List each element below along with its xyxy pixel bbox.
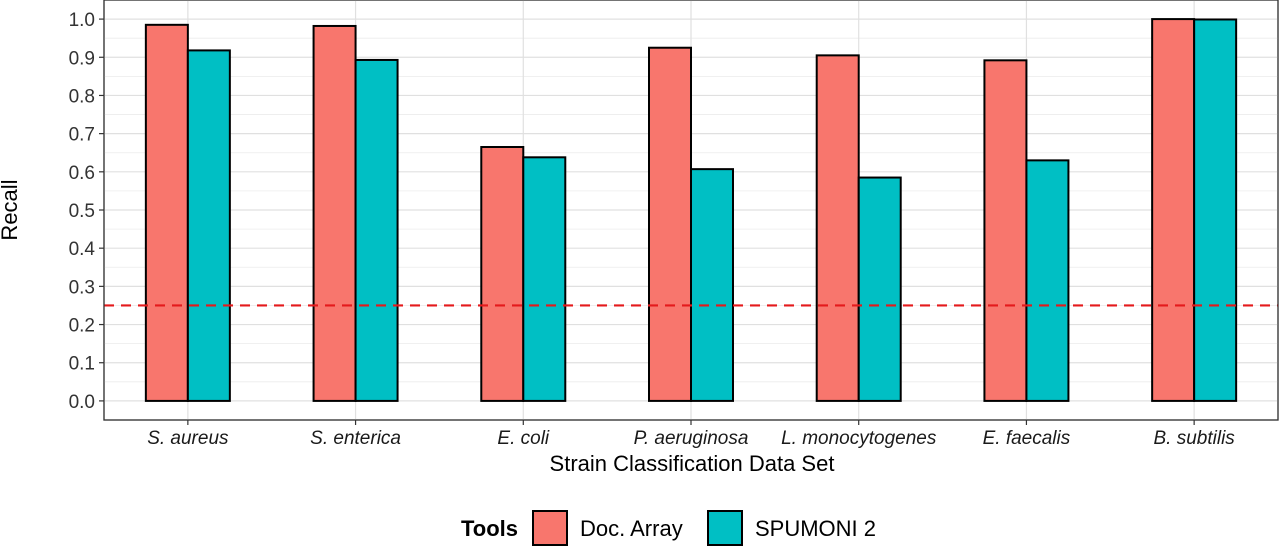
bar-doc-array-3 <box>648 46 692 402</box>
legend-label-spumoni2: SPUMONI 2 <box>755 516 876 541</box>
y-tick-label: 0.8 <box>69 86 95 107</box>
bar-spumoni2-2 <box>522 156 567 402</box>
bar-doc-array-6 <box>1151 18 1196 402</box>
y-axis-ticks: 0.0 0.1 0.2 0.3 0.4 0.5 0.6 0.7 0.8 0.9 1.0 <box>69 10 104 413</box>
bar-spumoni2-3 <box>690 168 734 402</box>
legend-key-spumoni2 <box>707 510 743 546</box>
x-tick-label: S. enterica <box>310 428 401 449</box>
x-axis-ticks: S. aureus S. enterica E. coli P. aeruginosa… <box>147 420 1235 449</box>
bar-doc-array-2 <box>480 146 525 402</box>
legend-key-doc-array <box>532 510 568 546</box>
bar-doc-array-5 <box>983 59 1028 402</box>
y-tick-label: 1.0 <box>69 10 95 31</box>
legend-title: Tools <box>461 516 518 541</box>
bar-spumoni2-4 <box>857 176 902 402</box>
y-tick-label: 0.1 <box>69 354 95 375</box>
y-tick-label: 0.4 <box>69 239 96 260</box>
legend: Tools Doc. Array SPUMONI 2 <box>461 510 876 546</box>
y-tick-label: 0.9 <box>69 48 95 69</box>
y-tick-label: 0.3 <box>69 277 95 298</box>
y-tick-label: 0.5 <box>69 201 95 222</box>
bars <box>144 18 1238 402</box>
x-tick-label: B. subtilis <box>1153 428 1235 449</box>
bar-doc-array-4 <box>815 54 860 402</box>
panel-border <box>103 0 1279 421</box>
legend-label-doc-array: Doc. Array <box>580 516 683 541</box>
bar-spumoni2-0 <box>186 49 231 402</box>
bar-spumoni2-1 <box>354 58 399 402</box>
y-tick-label: 0.0 <box>69 392 95 413</box>
y-tick-label: 0.7 <box>69 125 95 146</box>
bar-doc-array-0 <box>144 23 189 402</box>
y-tick-label: 0.6 <box>69 163 95 184</box>
x-tick-label: E. coli <box>497 428 550 449</box>
y-tick-label: 0.2 <box>69 316 95 337</box>
x-tick-label: P. aeruginosa <box>634 428 749 449</box>
bar-doc-array-1 <box>312 24 357 402</box>
x-tick-label: S. aureus <box>147 428 229 449</box>
x-tick-label: L. monocytogenes <box>781 428 937 449</box>
bar-spumoni2-5 <box>1025 159 1070 402</box>
x-tick-label: E. faecalis <box>983 428 1071 449</box>
x-axis-title: Strain Classification Data Set <box>550 451 835 476</box>
bar-spumoni2-6 <box>1193 18 1238 402</box>
y-axis-title: Recall <box>0 179 22 240</box>
